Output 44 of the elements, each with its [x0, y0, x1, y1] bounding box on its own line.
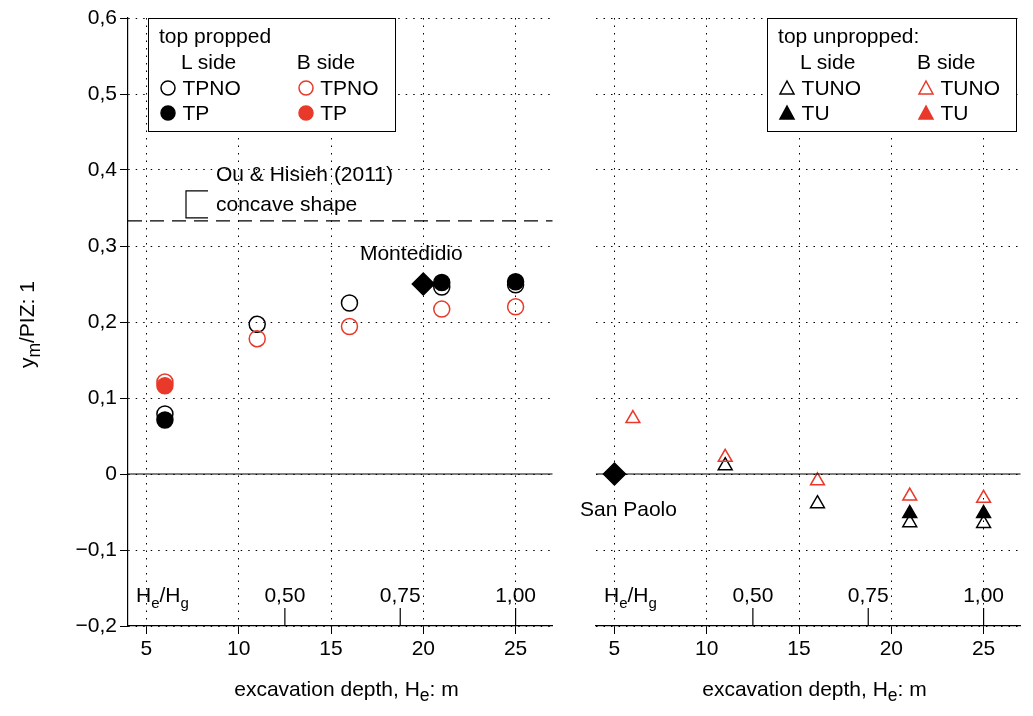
- x2-tick-label: 1,00: [495, 583, 537, 606]
- legend-label: TU: [939, 100, 970, 125]
- y-tick-label: 0,5: [87, 80, 117, 104]
- annotation: Montedidio: [359, 241, 463, 264]
- legend-label: TP: [319, 100, 349, 125]
- annotation: L side: [180, 49, 238, 75]
- y-tick-label: 0,6: [87, 4, 117, 28]
- legend-label: TU: [800, 100, 831, 125]
- annotation: San Paolo: [580, 497, 677, 520]
- y-tick-label: 0,3: [87, 232, 117, 256]
- x-tick-label: 20: [411, 636, 435, 660]
- annotation: L side: [799, 49, 857, 75]
- x-tick-label: 25: [503, 636, 528, 660]
- legend-title: top propped: [159, 23, 273, 48]
- y-tick-label: 0: [105, 460, 117, 484]
- x-axis-title: excavation depth, H$_{e}$: m: [233, 677, 460, 707]
- y-tick-label: −0,1: [75, 536, 117, 560]
- legend-label: TUNO: [800, 75, 863, 100]
- x-tick-label: 15: [319, 636, 343, 660]
- x-tick-label: 25: [971, 636, 996, 660]
- x-axis-title: excavation depth, H$_{e}$: m: [701, 677, 928, 707]
- x-tick-label: 5: [140, 636, 153, 660]
- x2-tick-label: 1,00: [963, 583, 1005, 606]
- x2-tick-label: 0,75: [379, 583, 421, 606]
- annotation: B side: [295, 49, 357, 75]
- x2-tick-label: 0,50: [264, 583, 306, 606]
- legend-title: top unpropped:: [778, 23, 921, 48]
- legend-label: TUNO: [939, 75, 1001, 100]
- x-tick-label: 10: [695, 636, 719, 660]
- legend-label: TPNO: [319, 75, 380, 100]
- y-tick-label: −0,2: [75, 612, 117, 636]
- x-tick-label: 15: [787, 636, 811, 660]
- x-tick-label: 10: [227, 636, 251, 660]
- legend-label: TP: [181, 100, 211, 125]
- x2-tick-label: 0,50: [732, 583, 774, 606]
- x-tick-label: 5: [608, 636, 621, 660]
- y-tick-label: 0,1: [87, 384, 117, 408]
- y-tick-label: 0,2: [87, 308, 117, 332]
- annotation: B side: [916, 49, 977, 75]
- legend-label: TPNO: [181, 75, 242, 100]
- x-tick-label: 20: [879, 636, 903, 660]
- y-tick-label: 0,4: [87, 156, 118, 180]
- ref-line-label: Ou & Hisieh (2011) concave shape: [216, 161, 394, 215]
- x2-tick-label: 0,75: [847, 583, 889, 606]
